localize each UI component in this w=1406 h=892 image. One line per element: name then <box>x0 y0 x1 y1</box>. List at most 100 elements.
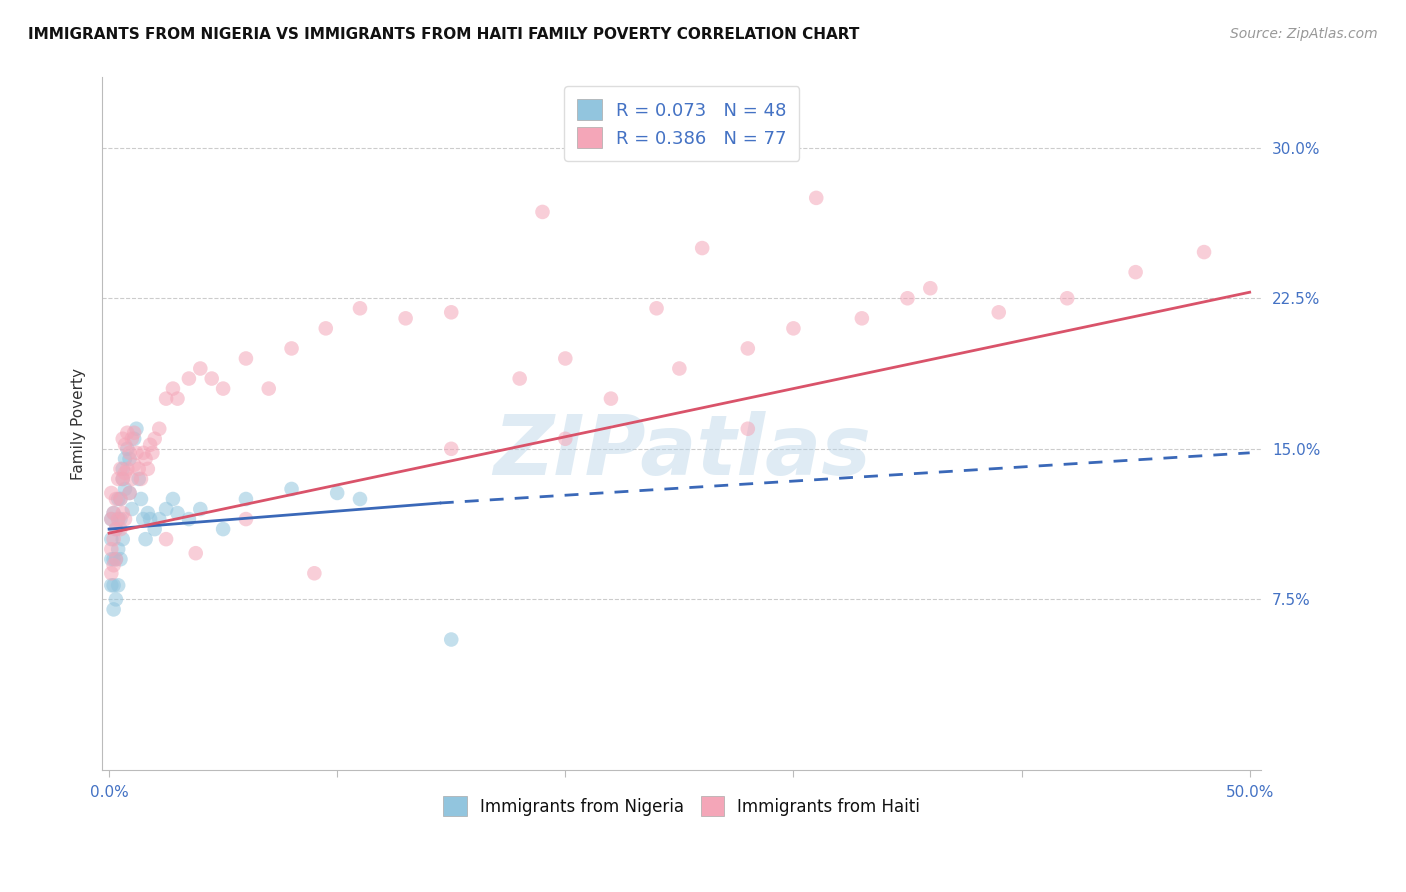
Point <box>155 392 177 406</box>
Point <box>100 542 122 557</box>
Point <box>114 512 136 526</box>
Point <box>166 506 188 520</box>
Point <box>143 432 166 446</box>
Point <box>122 458 145 472</box>
Point <box>212 382 235 396</box>
Point <box>117 462 139 476</box>
Point <box>103 532 125 546</box>
Point <box>128 462 150 476</box>
Point <box>987 305 1010 319</box>
Point <box>257 382 280 396</box>
Point <box>235 512 257 526</box>
Point <box>103 552 125 566</box>
Point <box>349 301 371 316</box>
Point <box>920 281 942 295</box>
Point <box>111 472 134 486</box>
Point <box>162 491 184 506</box>
Point <box>118 486 141 500</box>
Point <box>139 512 162 526</box>
Point <box>111 472 134 486</box>
Y-axis label: Family Poverty: Family Poverty <box>72 368 86 480</box>
Point <box>212 522 235 536</box>
Point <box>103 506 125 520</box>
Point <box>100 552 122 566</box>
Point <box>110 512 132 526</box>
Point <box>118 486 141 500</box>
Point <box>111 532 134 546</box>
Point <box>349 491 371 506</box>
Point <box>148 422 170 436</box>
Point <box>737 342 759 356</box>
Point <box>103 578 125 592</box>
Point <box>177 512 200 526</box>
Point <box>1192 245 1215 260</box>
Point <box>122 432 145 446</box>
Point <box>440 442 463 456</box>
Point <box>111 506 134 520</box>
Point <box>114 466 136 480</box>
Text: IMMIGRANTS FROM NIGERIA VS IMMIGRANTS FROM HAITI FAMILY POVERTY CORRELATION CHAR: IMMIGRANTS FROM NIGERIA VS IMMIGRANTS FR… <box>28 27 859 42</box>
Point <box>118 446 141 460</box>
Point <box>166 392 188 406</box>
Point <box>110 491 132 506</box>
Point <box>304 566 326 581</box>
Point <box>121 472 143 486</box>
Point <box>125 446 148 460</box>
Point <box>114 451 136 466</box>
Point <box>121 432 143 446</box>
Point <box>315 321 337 335</box>
Legend: Immigrants from Nigeria, Immigrants from Haiti: Immigrants from Nigeria, Immigrants from… <box>434 788 928 824</box>
Point <box>107 491 129 506</box>
Text: ZIPatlas: ZIPatlas <box>492 411 870 491</box>
Point <box>135 532 157 546</box>
Point <box>111 432 134 446</box>
Point <box>129 491 152 506</box>
Point <box>896 291 918 305</box>
Point <box>125 422 148 436</box>
Point <box>690 241 713 255</box>
Point <box>103 558 125 573</box>
Point <box>117 425 139 440</box>
Point <box>103 602 125 616</box>
Point <box>806 191 828 205</box>
Point <box>100 486 122 500</box>
Point <box>129 472 152 486</box>
Point <box>141 446 163 460</box>
Point <box>122 425 145 440</box>
Point <box>135 451 157 466</box>
Point <box>107 512 129 526</box>
Point <box>111 462 134 476</box>
Point <box>235 491 257 506</box>
Point <box>107 542 129 557</box>
Point <box>110 462 132 476</box>
Point <box>132 446 155 460</box>
Point <box>100 512 122 526</box>
Point <box>188 502 211 516</box>
Point <box>100 532 122 546</box>
Point <box>104 592 127 607</box>
Point <box>326 486 349 500</box>
Point <box>531 205 554 219</box>
Point <box>136 506 159 520</box>
Point <box>104 522 127 536</box>
Point <box>110 491 132 506</box>
Point <box>100 578 122 592</box>
Point <box>107 578 129 592</box>
Point <box>148 512 170 526</box>
Point <box>155 532 177 546</box>
Point <box>1056 291 1078 305</box>
Point <box>104 522 127 536</box>
Point <box>201 371 224 385</box>
Point <box>103 506 125 520</box>
Point <box>155 502 177 516</box>
Point <box>114 438 136 452</box>
Point <box>128 472 150 486</box>
Point <box>136 462 159 476</box>
Point <box>107 512 129 526</box>
Point <box>110 522 132 536</box>
Point <box>143 522 166 536</box>
Point <box>394 311 416 326</box>
Point <box>184 546 207 560</box>
Point <box>1125 265 1147 279</box>
Point <box>117 442 139 456</box>
